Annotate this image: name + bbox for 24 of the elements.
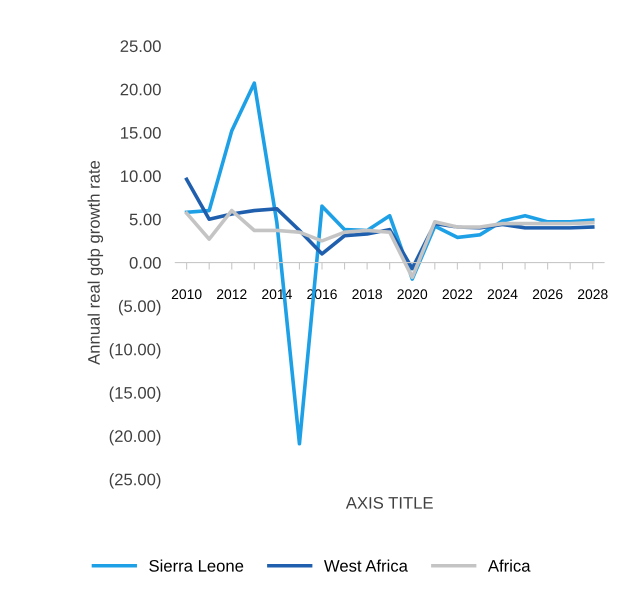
y-axis-title: Annual real gdp growth rate	[88, 160, 104, 365]
x-tick-label: 2026	[532, 289, 562, 300]
x-tick-label: 2024	[488, 289, 518, 300]
y-tick-label: (25.00)	[110, 473, 160, 489]
y-tick-label: 5.00	[130, 214, 161, 226]
x-tick-label: 2018	[352, 289, 382, 300]
x-tick-label: 2028	[578, 289, 608, 300]
y-tick-label: 15.00	[121, 126, 161, 139]
x-tick-label: 2010	[172, 289, 202, 300]
y-tick-label: (10.00)	[110, 343, 160, 359]
x-tick-label: 2012	[217, 289, 247, 300]
y-tick-label: (15.00)	[110, 386, 160, 402]
x-tick-label: 2020	[398, 289, 428, 300]
legend-label: West Africa	[324, 560, 408, 572]
legend-label: Sierra Leone	[149, 560, 244, 572]
x-tick-label: 2022	[442, 289, 472, 300]
y-tick-label: 0.00	[130, 256, 161, 269]
legend-label: Africa	[488, 560, 531, 572]
x-axis-title: AXIS TITLE	[346, 496, 433, 509]
y-tick-label: 10.00	[121, 170, 161, 182]
y-tick-label: (20.00)	[110, 430, 160, 446]
y-tick-label: 25.00	[120, 40, 161, 52]
y-tick-label: 20.00	[120, 84, 161, 96]
y-tick-label: (5.00)	[118, 300, 160, 316]
